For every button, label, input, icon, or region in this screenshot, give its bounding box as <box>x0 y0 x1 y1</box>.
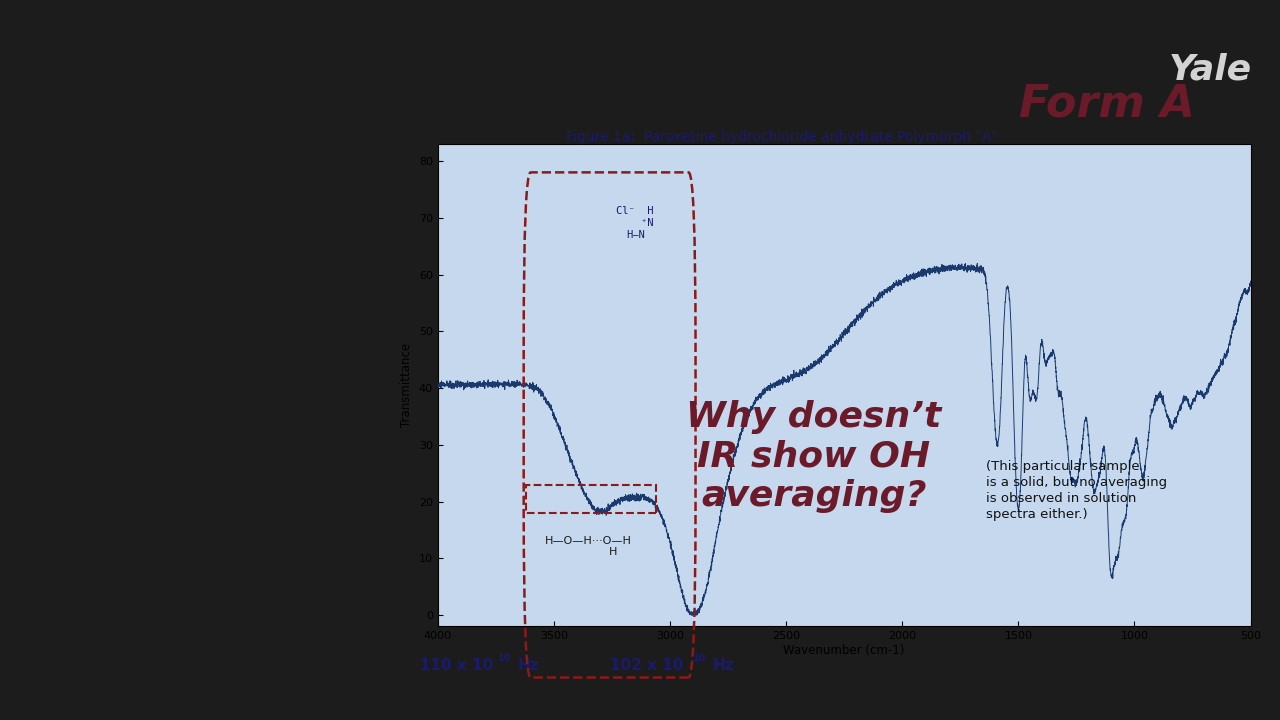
Text: Cl⁻  H
    ⁺N
H—N: Cl⁻ H ⁺N H—N <box>617 207 654 240</box>
Text: Why doesn’t
IR show OH
averaging?: Why doesn’t IR show OH averaging? <box>686 400 942 513</box>
Text: Form A: Form A <box>1019 83 1196 125</box>
X-axis label: Wavenumber (cm-1): Wavenumber (cm-1) <box>783 644 905 657</box>
Text: H—O—H···O—H
              H: H—O—H···O—H H <box>545 536 632 557</box>
Text: Yale: Yale <box>1169 52 1252 86</box>
Text: 10: 10 <box>498 653 512 663</box>
Text: Figure 1a:  Paroxetine hydrochloride anhydrate Polymorph "A": Figure 1a: Paroxetine hydrochloride anhy… <box>566 130 997 144</box>
Text: Hz: Hz <box>518 657 540 672</box>
Bar <box>526 485 657 513</box>
Y-axis label: Transmittance: Transmittance <box>401 343 413 427</box>
Text: (This particular sample
is a solid, but no averaging
is observed in solution
spe: (This particular sample is a solid, but … <box>986 459 1167 521</box>
Text: 10: 10 <box>694 653 707 663</box>
Text: 110 x 10: 110 x 10 <box>420 657 493 672</box>
Text: 102 x 10: 102 x 10 <box>611 657 684 672</box>
Text: Hz: Hz <box>713 657 735 672</box>
